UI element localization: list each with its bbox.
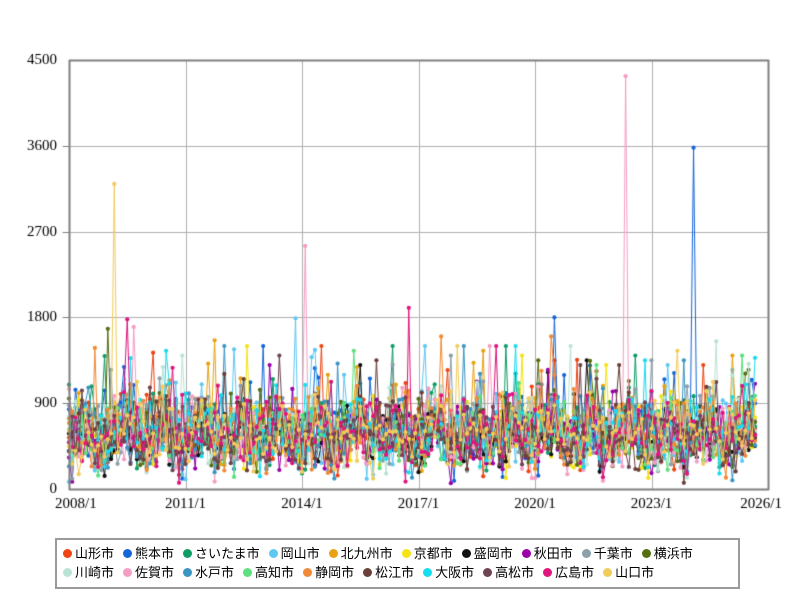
legend-marker-icon xyxy=(521,549,531,558)
legend-item-label: 高知市 xyxy=(255,565,295,580)
legend-item-大阪市[interactable]: 大阪市 xyxy=(423,566,474,579)
legend-item-label: 盛岡市 xyxy=(473,546,513,561)
legend-item-label: 山口市 xyxy=(615,565,655,580)
legend-marker-icon xyxy=(183,568,193,577)
legend-item-label: 京都市 xyxy=(413,546,453,561)
legend-item-盛岡市[interactable]: 盛岡市 xyxy=(461,546,513,561)
legend-item-label: 広島市 xyxy=(555,565,595,580)
legend-marker-icon xyxy=(603,568,613,577)
legend-item-label: 秋田市 xyxy=(533,546,573,561)
legend-item-label: 熊本市 xyxy=(135,546,175,561)
legend-marker-icon xyxy=(461,549,471,558)
legend-item-川崎市[interactable]: 川崎市 xyxy=(63,566,114,579)
legend-marker-icon xyxy=(63,549,72,558)
legend-item-京都市[interactable]: 京都市 xyxy=(401,546,453,561)
legend-marker-icon xyxy=(483,568,493,577)
legend-item-山形市[interactable]: 山形市 xyxy=(63,547,114,560)
legend-marker-icon xyxy=(123,549,133,558)
legend-item-山口市[interactable]: 山口市 xyxy=(603,566,654,579)
legend-marker-icon xyxy=(543,568,553,577)
legend-item-label: 川崎市 xyxy=(75,565,115,580)
legend-marker-icon xyxy=(641,549,651,558)
legend-marker-icon xyxy=(123,568,133,577)
legend-marker-icon xyxy=(268,549,278,558)
legend-marker-icon xyxy=(401,549,411,558)
legend-marker-icon xyxy=(363,568,373,577)
legend-item-岡山市[interactable]: 岡山市 xyxy=(268,546,320,561)
legend-item-松江市[interactable]: 松江市 xyxy=(363,566,414,579)
legend-item-高知市[interactable]: 高知市 xyxy=(243,566,294,579)
legend-item-label: 静岡市 xyxy=(315,565,355,580)
legend-item-さいたま市[interactable]: さいたま市 xyxy=(183,547,260,560)
legend-item-水戸市[interactable]: 水戸市 xyxy=(183,566,234,579)
legend-item-横浜市[interactable]: 横浜市 xyxy=(641,546,693,561)
legend-marker-icon xyxy=(183,549,193,558)
legend-item-高松市[interactable]: 高松市 xyxy=(483,566,534,579)
legend-item-label: 北九州市 xyxy=(340,546,393,561)
legend-item-秋田市[interactable]: 秋田市 xyxy=(521,546,573,561)
legend-marker-icon xyxy=(63,568,72,577)
legend-marker-icon xyxy=(328,549,338,558)
legend-marker-icon xyxy=(243,568,253,577)
legend-item-label: 横浜市 xyxy=(653,546,693,561)
chart-canvas xyxy=(0,0,800,520)
legend-item-佐賀市[interactable]: 佐賀市 xyxy=(123,566,174,579)
legend-item-label: 山形市 xyxy=(75,546,115,561)
legend-item-label: 高松市 xyxy=(495,565,535,580)
legend-row: 山形市 熊本市 さいたま市 岡山市 北九州市 京都市 盛岡市 秋田市 千葉市 横浜市 xyxy=(63,544,732,563)
legend-item-熊本市[interactable]: 熊本市 xyxy=(123,547,174,560)
legend-marker-icon xyxy=(581,549,591,558)
legend-marker-icon xyxy=(303,568,313,577)
legend-marker-icon xyxy=(423,568,433,577)
legend-item-静岡市[interactable]: 静岡市 xyxy=(303,566,354,579)
plot-area xyxy=(0,0,800,520)
legend-item-label: さいたま市 xyxy=(195,546,260,561)
legend-item-label: 松江市 xyxy=(375,565,415,580)
legend-item-label: 佐賀市 xyxy=(135,565,175,580)
chart-legend: 山形市 熊本市 さいたま市 岡山市 北九州市 京都市 盛岡市 秋田市 千葉市 横浜市 川崎市 佐賀市… xyxy=(55,538,740,589)
legend-item-label: 岡山市 xyxy=(280,546,320,561)
legend-item-label: 水戸市 xyxy=(195,565,235,580)
legend-item-北九州市[interactable]: 北九州市 xyxy=(328,546,393,561)
legend-row: 川崎市 佐賀市 水戸市 高知市 静岡市 松江市 大阪市 高松市 広島市 山口市 xyxy=(63,563,732,582)
legend-item-千葉市[interactable]: 千葉市 xyxy=(581,546,633,561)
legend-item-label: 千葉市 xyxy=(593,546,633,561)
legend-item-広島市[interactable]: 広島市 xyxy=(543,566,594,579)
legend-item-label: 大阪市 xyxy=(435,565,475,580)
